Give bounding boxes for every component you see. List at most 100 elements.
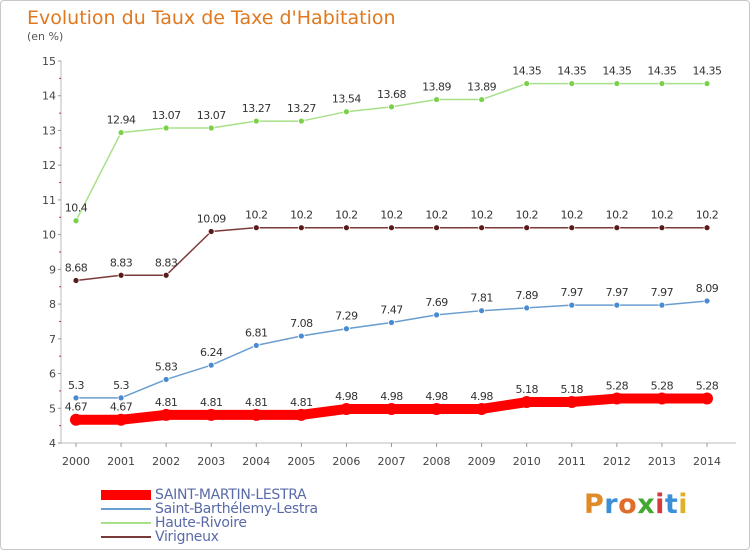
legend-item-saint-martin-lestra: SAINT-MARTIN-LESTRA	[101, 487, 307, 503]
data-label: 14.35	[602, 65, 631, 78]
data-point	[610, 392, 623, 405]
data-point	[568, 224, 576, 232]
data-point	[115, 413, 128, 426]
data-label: 10.2	[335, 209, 358, 222]
data-label: 10.2	[696, 209, 719, 222]
y-tick-label: 12	[42, 159, 56, 172]
data-point	[117, 271, 125, 279]
data-label: 7.97	[561, 286, 584, 299]
data-point	[613, 224, 621, 232]
data-label: 5.83	[155, 360, 178, 373]
data-point	[658, 80, 666, 87]
data-point	[388, 103, 395, 111]
data-point	[207, 361, 215, 369]
data-point	[343, 108, 350, 116]
data-label: 13.07	[152, 109, 181, 122]
legend-label: Virigneux	[155, 529, 219, 545]
logo-letter: P	[584, 489, 605, 520]
data-point	[297, 117, 305, 125]
data-point	[72, 394, 80, 402]
legend-label: Haute-Rivoire	[155, 515, 247, 531]
legend-swatch-virigneux	[101, 536, 151, 538]
x-tick-label: 2007	[378, 455, 406, 468]
data-label: 7.69	[425, 296, 448, 309]
data-point	[250, 408, 263, 421]
data-label: 7.08	[290, 317, 313, 330]
data-point	[433, 96, 440, 103]
data-label: 10.2	[290, 209, 313, 222]
data-label: 10.2	[425, 209, 448, 222]
data-point	[613, 80, 621, 87]
data-point	[478, 96, 486, 103]
unit-label: (en %)	[27, 30, 64, 43]
data-point	[295, 408, 308, 421]
data-point	[297, 224, 305, 232]
logo-letter: r	[604, 489, 619, 520]
data-label: 4.81	[290, 396, 313, 409]
data-label: 14.35	[557, 65, 586, 78]
data-point	[252, 117, 260, 125]
logo-letter: i	[655, 489, 665, 520]
data-point	[568, 301, 576, 309]
y-tick-label: 9	[49, 263, 56, 276]
data-point	[70, 413, 82, 426]
chart-title: Evolution du Taux de Taxe d'Habitation	[27, 7, 396, 29]
data-label: 7.29	[335, 310, 358, 323]
data-label: 5.28	[651, 380, 674, 393]
data-label: 4.98	[380, 390, 403, 403]
data-point	[433, 311, 440, 319]
x-tick-label: 2000	[62, 455, 90, 468]
data-point	[343, 325, 350, 333]
x-tick-label: 2014	[693, 455, 721, 468]
data-label: 5.3	[68, 379, 84, 392]
data-label: 4.81	[245, 396, 268, 409]
logo-letter: i	[678, 489, 689, 520]
data-point	[205, 408, 218, 421]
data-label: 7.81	[470, 292, 493, 305]
data-label: 14.35	[647, 65, 676, 78]
data-label: 10.4	[65, 202, 88, 215]
data-point	[523, 224, 531, 232]
data-point	[703, 224, 711, 232]
data-label: 10.2	[515, 209, 538, 222]
data-label: 14.35	[512, 65, 541, 78]
x-tick-label: 2010	[513, 455, 541, 468]
data-label: 5.18	[515, 383, 538, 396]
data-label: 13.54	[332, 93, 361, 106]
data-label: 5.28	[696, 380, 719, 393]
legend-item-virigneux: Virigneux	[101, 529, 219, 545]
data-point	[655, 392, 668, 405]
data-point	[658, 224, 666, 232]
data-label: 4.67	[110, 401, 133, 414]
x-tick-label: 2002	[152, 455, 180, 468]
data-label: 10.2	[245, 209, 268, 222]
legend-label: Saint-Barthélemy-Lestra	[155, 501, 318, 517]
data-label: 5.28	[606, 380, 629, 393]
data-point	[340, 402, 353, 415]
x-tick-label: 2009	[468, 455, 496, 468]
y-tick-label: 5	[49, 402, 56, 415]
x-tick-label: 2013	[648, 455, 676, 468]
data-label: 12.94	[107, 114, 136, 127]
data-label: 7.97	[651, 286, 674, 299]
data-label: 13.89	[467, 81, 496, 94]
data-label: 10.2	[561, 209, 584, 222]
data-label: 8.09	[696, 282, 719, 295]
data-label: 5.3	[113, 379, 129, 392]
y-tick-label: 13	[42, 124, 56, 137]
y-tick-label: 6	[49, 368, 56, 381]
data-point	[72, 217, 80, 225]
data-label: 8.68	[65, 261, 88, 274]
data-point	[162, 271, 170, 279]
data-point	[160, 408, 173, 421]
data-point	[478, 307, 486, 315]
data-point	[475, 402, 488, 415]
data-point	[565, 396, 578, 409]
data-label: 13.68	[377, 88, 406, 101]
x-tick-label: 2011	[558, 455, 586, 468]
x-tick-label: 2005	[287, 455, 315, 468]
data-label: 10.09	[197, 213, 226, 226]
data-point	[385, 402, 398, 415]
